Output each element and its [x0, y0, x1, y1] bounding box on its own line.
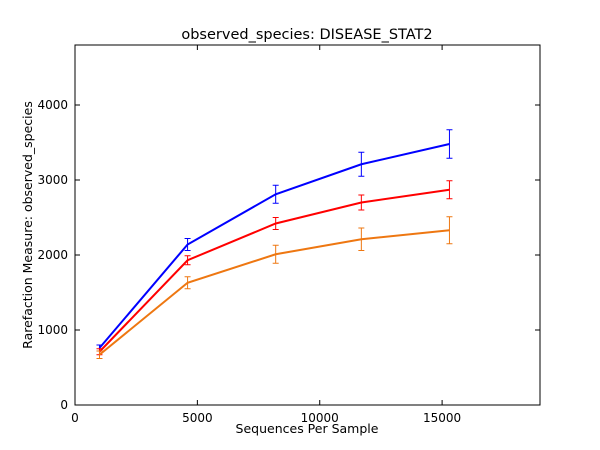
data-point: [275, 193, 277, 195]
chart-title: observed_species: DISEASE_STAT2: [181, 27, 432, 43]
data-point: [187, 282, 189, 284]
data-point: [360, 202, 362, 203]
data-point: [448, 189, 450, 191]
data-point: [448, 229, 450, 231]
data-point: [360, 238, 362, 240]
y-tick-label: 2000: [37, 248, 68, 262]
x-tick-label: 10000: [301, 411, 339, 425]
y-tick-label: 1000: [37, 323, 68, 337]
data-point: [187, 244, 189, 245]
x-tick-label: 15000: [423, 411, 461, 425]
data-point: [98, 354, 100, 356]
series-line: [98, 188, 450, 353]
plot-area: [96, 129, 453, 359]
data-point: [448, 143, 450, 145]
data-point: [275, 223, 277, 224]
x-tick-label: 0: [71, 411, 79, 425]
y-tick-label: 3000: [37, 173, 68, 187]
y-tick-label: 4000: [37, 98, 68, 112]
plot-frame: [74, 44, 541, 406]
y-tick-label: 0: [60, 398, 68, 412]
x-axis-label: Sequences Per Sample: [236, 421, 379, 436]
data-point: [187, 259, 189, 261]
series-line: [98, 229, 450, 356]
data-point: [360, 163, 362, 165]
data-point: [275, 253, 277, 255]
series-line: [98, 143, 450, 349]
y-axis-label: Rarefaction Measure: observed_species: [20, 101, 35, 349]
x-tick-label: 5000: [182, 411, 213, 425]
